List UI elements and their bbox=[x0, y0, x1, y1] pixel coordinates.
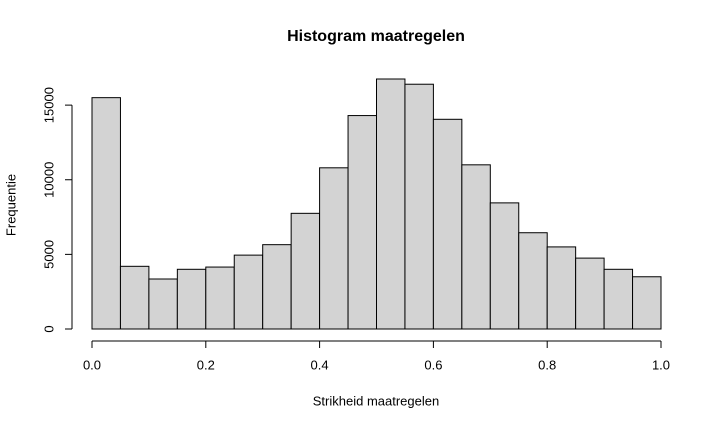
x-tick-label: 0.6 bbox=[424, 357, 442, 372]
bar bbox=[603, 268, 634, 330]
bar bbox=[347, 115, 377, 330]
bar bbox=[376, 78, 406, 330]
bar bbox=[176, 268, 207, 330]
bar bbox=[262, 244, 292, 330]
bar bbox=[119, 265, 150, 330]
bar bbox=[432, 118, 463, 330]
bar bbox=[461, 164, 491, 330]
y-tick-label: 15000 bbox=[41, 87, 56, 123]
bar bbox=[546, 246, 577, 330]
x-tick-label: 0.2 bbox=[197, 357, 215, 372]
bar bbox=[233, 254, 264, 330]
bar bbox=[404, 83, 434, 330]
chart-title: Histogram maatregelen bbox=[287, 28, 465, 45]
bar bbox=[148, 278, 178, 330]
y-tick-label: 10000 bbox=[41, 162, 56, 198]
bar bbox=[290, 212, 321, 330]
bar bbox=[91, 97, 121, 330]
bar bbox=[319, 167, 349, 330]
x-tick-label: 0.8 bbox=[538, 357, 556, 372]
bar bbox=[205, 266, 235, 330]
y-tick-label: 0 bbox=[41, 325, 56, 332]
bar bbox=[575, 257, 605, 330]
x-tick-label: 0.0 bbox=[83, 357, 101, 372]
x-axis-label: Strikheid maatregelen bbox=[313, 393, 439, 408]
y-tick-label: 5000 bbox=[41, 240, 56, 269]
bar bbox=[632, 276, 662, 330]
x-tick-label: 1.0 bbox=[652, 357, 670, 372]
x-tick-label: 0.4 bbox=[311, 357, 329, 372]
y-axis-label: Frequentie bbox=[3, 174, 18, 236]
bar bbox=[518, 232, 548, 330]
bar bbox=[489, 202, 520, 330]
